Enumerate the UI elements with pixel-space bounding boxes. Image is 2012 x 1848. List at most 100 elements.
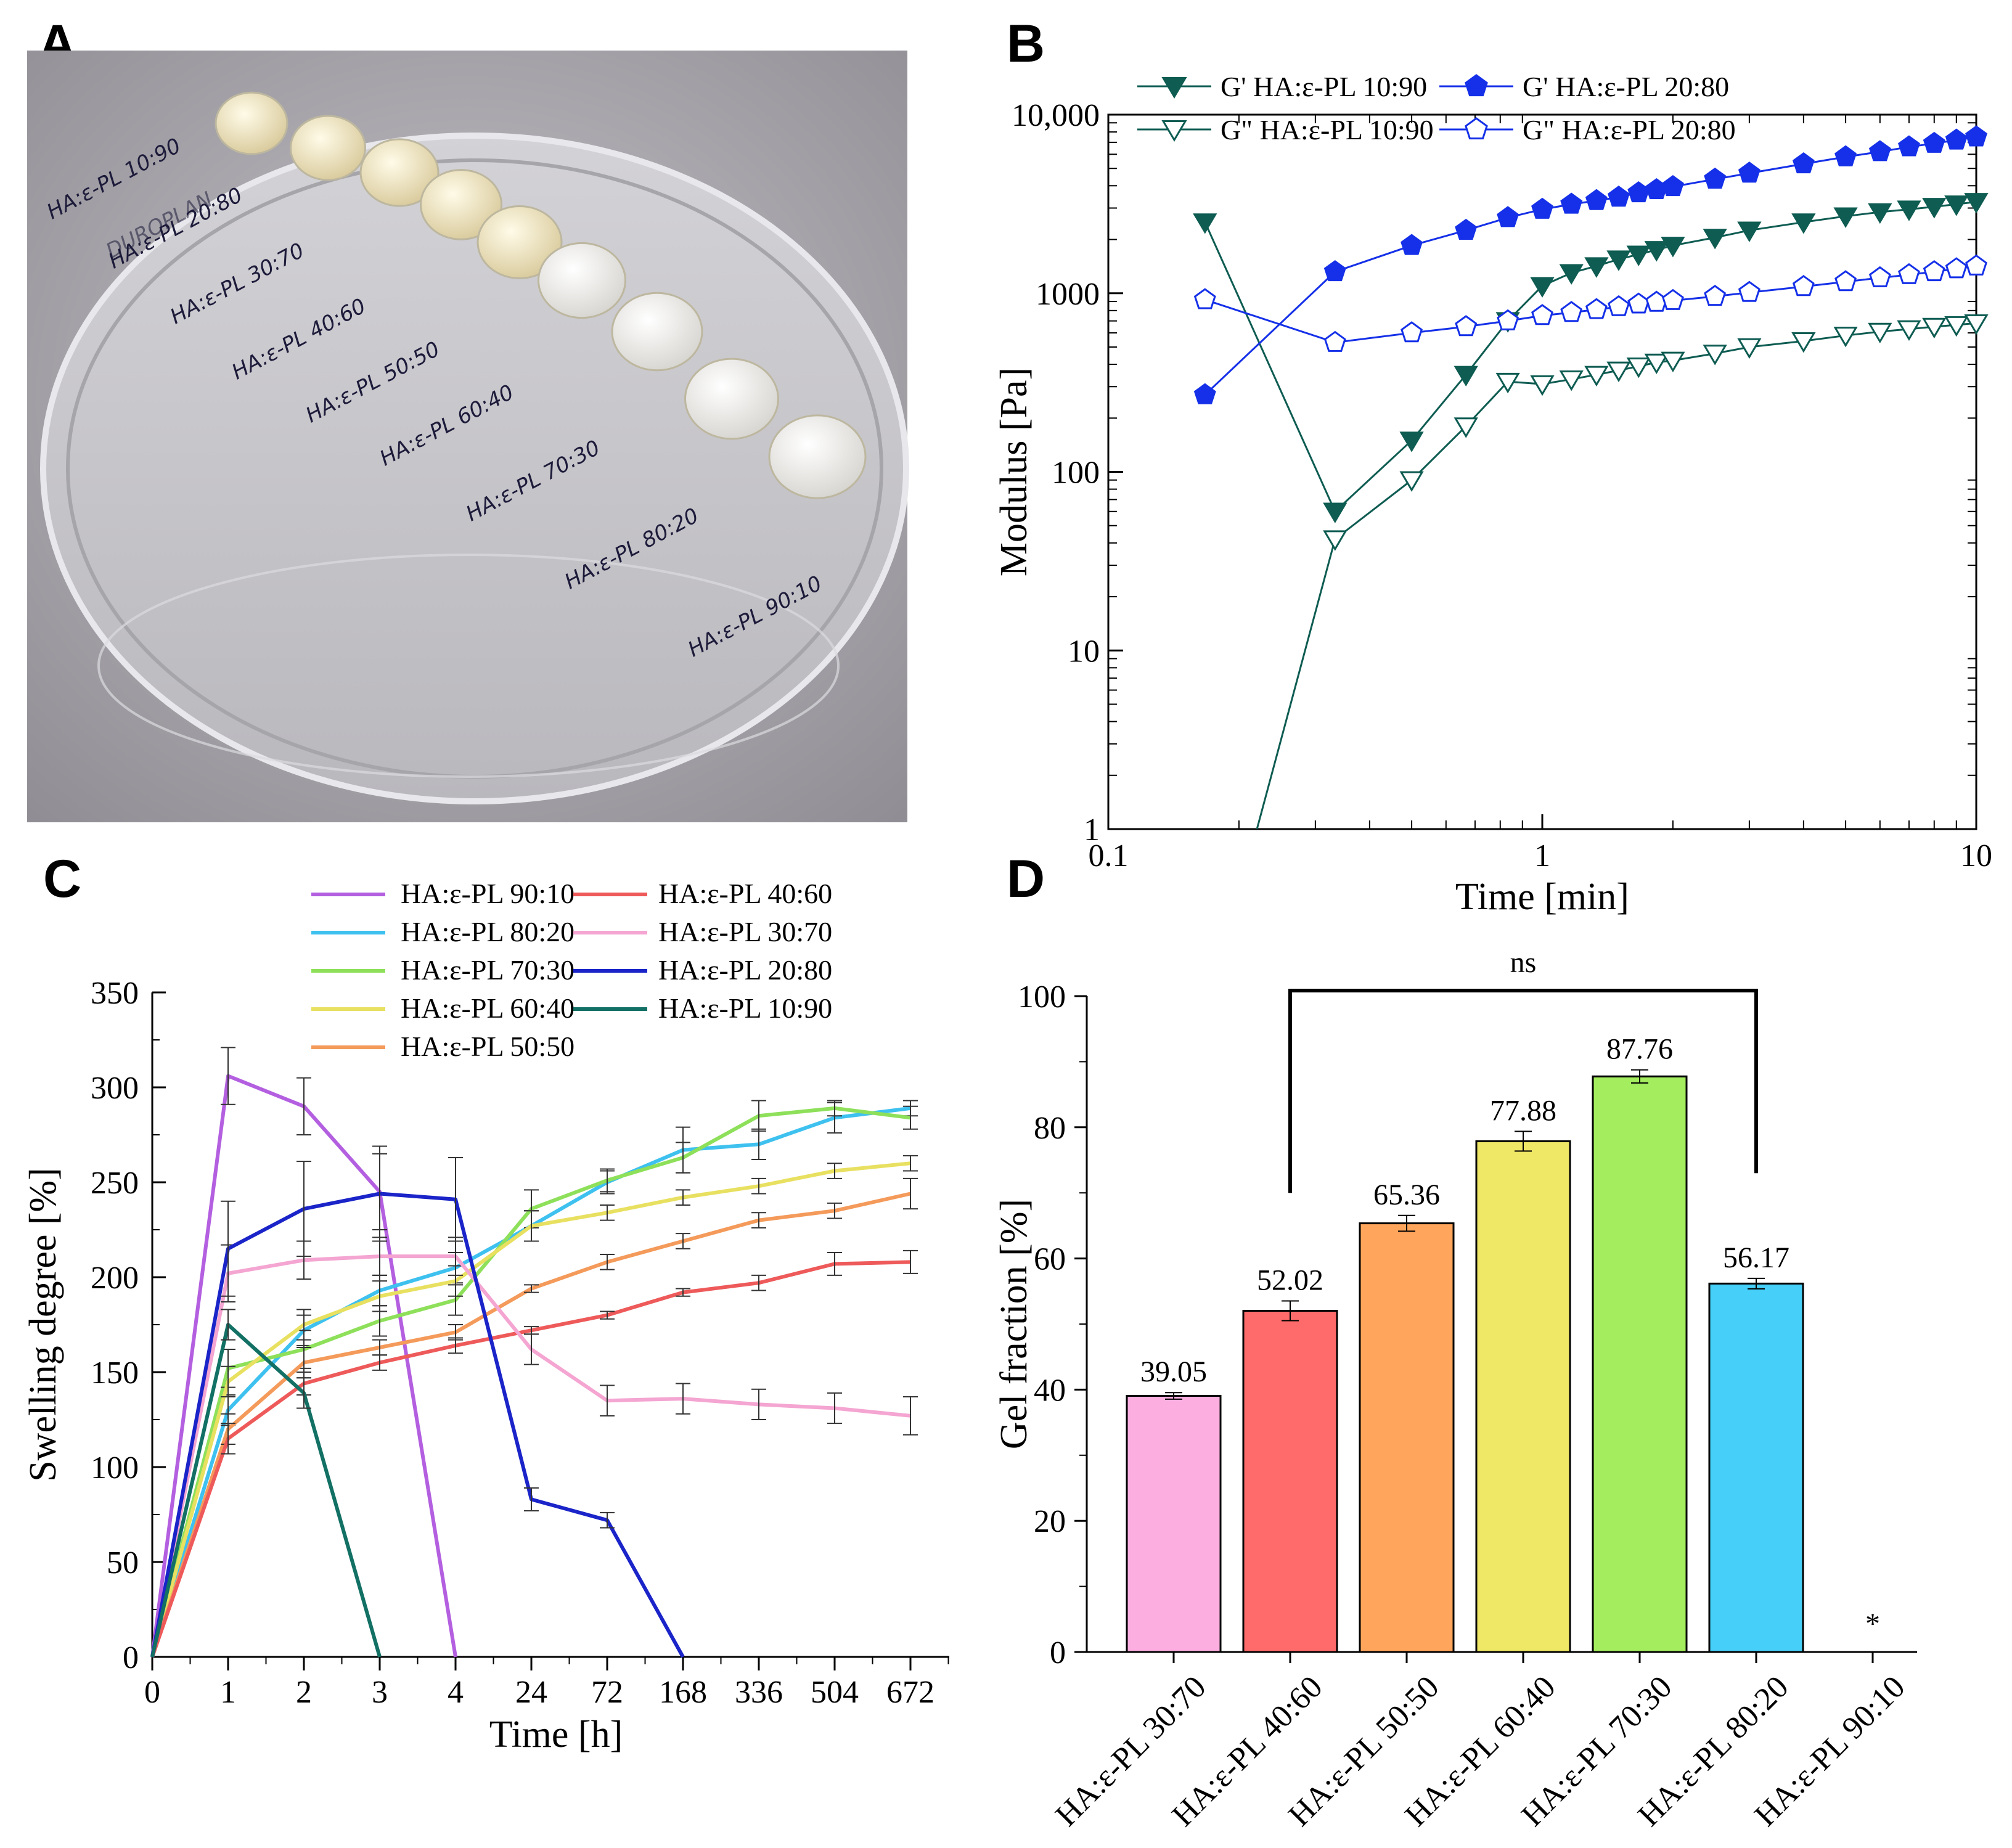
- y-tick-label-1000: 1000: [1036, 277, 1100, 312]
- data-point-g-ha-pl-20-80: [1923, 131, 1945, 153]
- data-label-ha-pl-80-20: 56.17: [1723, 1241, 1789, 1274]
- data-point-g-ha-pl-10-90: [1703, 345, 1727, 366]
- y-tick-label-100: 100: [1052, 456, 1100, 491]
- data-point-g-ha-pl-10-90: [1530, 375, 1555, 396]
- x-tick-label-1: 1: [220, 1675, 236, 1710]
- data-point-g-ha-pl-20-80: [1738, 161, 1760, 183]
- significance-label: ns: [1510, 946, 1537, 979]
- data-point-g-ha-pl-20-80: [1965, 125, 1987, 147]
- y-tick-label-20: 20: [1034, 1504, 1066, 1539]
- series-ha-pl-50-50: [150, 1177, 918, 1658]
- x-axis-title: Time [h]: [489, 1714, 623, 1756]
- x-tick-label-10: 10: [1960, 838, 1992, 873]
- legend-label-ha-pl-90-10: HA:ε-PL 90:10: [401, 878, 575, 909]
- data-point-g-ha-pl-10-90: [1584, 366, 1609, 386]
- data-point-g-ha-pl-20-80: [1497, 206, 1519, 227]
- data-point-g-ha-pl-10-90: [1964, 193, 1989, 214]
- data-point-g-ha-pl-10-90: [1606, 361, 1631, 382]
- panel-letter-c: C: [43, 849, 81, 909]
- legend-label-g-ha-pl-10-90: G" HA:ε-PL 10:90: [1221, 114, 1434, 145]
- data-point-g-ha-pl-20-80: [1662, 288, 1684, 310]
- legend-label-ha-pl-40-60: HA:ε-PL 40:60: [658, 878, 832, 909]
- data-point-g-ha-pl-10-90: [1454, 417, 1478, 438]
- y-tick-label-250: 250: [91, 1166, 139, 1201]
- y-tick-label-60: 60: [1034, 1242, 1066, 1277]
- bar-ha-pl-30-70: [1126, 1395, 1222, 1653]
- y-tick-label-10-000: 10,000: [1012, 98, 1100, 133]
- x-tick-label-2: 2: [296, 1675, 312, 1710]
- series-line-ha-pl-20-80: [150, 1192, 685, 1658]
- x-tick-label-672: 672: [886, 1675, 934, 1710]
- legend-label-ha-pl-20-80: HA:ε-PL 20:80: [658, 954, 832, 986]
- data-point-g-ha-pl-10-90: [1399, 431, 1424, 452]
- data-point-g-ha-pl-20-80: [1923, 260, 1945, 282]
- data-point-g-ha-pl-20-80: [1868, 140, 1891, 161]
- gel-sample-ha-pl-40-60: [420, 169, 502, 240]
- legend-label-ha-pl-10-90: HA:ε-PL 10:90: [658, 992, 832, 1024]
- data-point-g-ha-pl-20-80: [1560, 301, 1583, 322]
- legend-label-ha-pl-60-40: HA:ε-PL 60:40: [401, 992, 575, 1024]
- gel-sample-ha-pl-20-80: [290, 115, 366, 181]
- gel-sample-ha-pl-90-10: [768, 414, 867, 499]
- data-point-g-ha-pl-20-80: [1704, 285, 1727, 306]
- bar-ha-pl-80-20: [1708, 1282, 1804, 1653]
- gel-sample-ha-pl-80-20: [684, 358, 779, 440]
- legend-label-g-ha-pl-20-80: G" HA:ε-PL 20:80: [1523, 114, 1736, 145]
- y-tick-label-80: 80: [1034, 1111, 1066, 1146]
- series-g-ha-pl-10-90: [1193, 193, 1989, 523]
- data-label-ha-pl-40-60: 52.02: [1257, 1264, 1323, 1297]
- x-tick-label-24: 24: [515, 1675, 547, 1710]
- data-point-g-ha-pl-10-90: [1964, 314, 1989, 335]
- data-point-g-ha-pl-20-80: [1531, 304, 1553, 325]
- data-point-g-ha-pl-10-90: [1399, 471, 1424, 492]
- legend-marker-g-ha-pl-20-80: [1465, 74, 1488, 97]
- data-point-g-ha-pl-20-80: [1455, 315, 1478, 337]
- data-point-g-ha-pl-10-90: [1323, 502, 1347, 523]
- y-tick-label-0: 0: [123, 1640, 139, 1675]
- y-tick-label-300: 300: [91, 1071, 139, 1106]
- y-axis-title: Modulus [Pa]: [993, 367, 1035, 576]
- panel-d-gel-fraction-chart: 0 20 40 60 80 100 Gel fraction [%] 39.05HA:ε-PL…: [993, 946, 1917, 1833]
- data-point-g-ha-pl-20-80: [1585, 189, 1608, 210]
- series-line-ha-pl-40-60: [150, 1260, 911, 1658]
- data-point-g-ha-pl-20-80: [1455, 218, 1478, 240]
- data-point-g-ha-pl-20-80: [1834, 145, 1857, 166]
- data-point-g-ha-pl-10-90: [1833, 207, 1858, 228]
- data-point-g-ha-pl-10-90: [1644, 241, 1669, 262]
- gel-sample-ha-pl-50-50: [476, 205, 563, 279]
- gel-sample-ha-pl-30-70: [359, 138, 440, 207]
- y-axis-title: Gel fraction [%]: [993, 1199, 1035, 1449]
- x-tick-label-72: 72: [591, 1675, 623, 1710]
- data-label-ha-pl-30-70: 39.05: [1140, 1355, 1207, 1388]
- panel-letter-b: B: [1007, 14, 1045, 73]
- x-axis-title: Time [min]: [1455, 876, 1629, 918]
- panel-letter-d: D: [1007, 849, 1045, 909]
- data-label-ha-pl-90-10: *: [1865, 1608, 1880, 1640]
- data-point-g-ha-pl-10-90: [1644, 353, 1669, 375]
- x-tick-label-336: 336: [735, 1675, 783, 1710]
- y-tick-label-100: 100: [1018, 979, 1066, 1015]
- data-point-g-ha-pl-20-80: [1193, 383, 1216, 404]
- data-label-ha-pl-70-30: 87.76: [1606, 1033, 1673, 1066]
- data-point-g-ha-pl-10-90: [1944, 195, 1969, 216]
- gel-sample-ha-pl-10-90: [215, 91, 288, 155]
- data-point-g-ha-pl-10-90: [1791, 332, 1816, 353]
- series-ha-pl-30-70: [150, 1237, 918, 1658]
- legend-marker-g-ha-pl-10-90: [1161, 120, 1187, 142]
- legend-marker-g-ha-pl-20-80: [1465, 117, 1488, 140]
- data-point-g-ha-pl-10-90: [1626, 357, 1651, 378]
- data-point-g-ha-pl-10-90: [1454, 366, 1478, 386]
- data-point-g-ha-pl-10-90: [1323, 530, 1347, 551]
- data-point-g-ha-pl-10-90: [1791, 213, 1816, 234]
- data-point-g-ha-pl-10-90: [1584, 257, 1609, 278]
- data-point-g-ha-pl-10-90: [1626, 245, 1651, 266]
- data-point-g-ha-pl-10-90: [1833, 327, 1858, 348]
- data-point-g-ha-pl-10-90: [1193, 213, 1217, 234]
- data-point-g-ha-pl-20-80: [1945, 128, 1968, 150]
- data-point-g-ha-pl-20-80: [1627, 292, 1650, 314]
- data-point-g-ha-pl-10-90: [1897, 200, 1921, 221]
- data-point-g-ha-pl-20-80: [1560, 192, 1583, 214]
- data-point-g-ha-pl-10-90: [1661, 237, 1685, 258]
